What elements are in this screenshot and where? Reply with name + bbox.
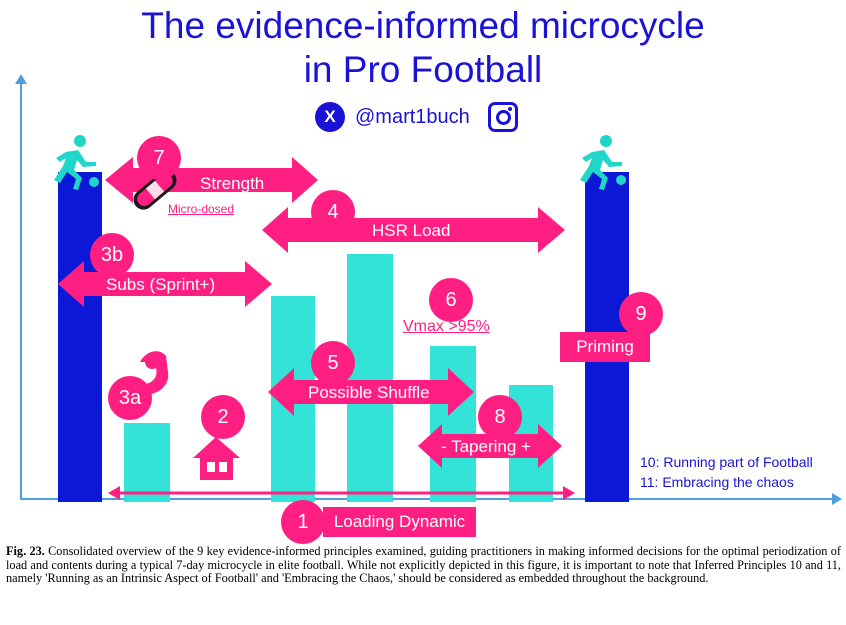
figure-caption-text: Consolidated overview of the 9 key evide… bbox=[6, 544, 841, 585]
instagram-logo-icon bbox=[487, 102, 518, 132]
runner-icon-left bbox=[54, 135, 99, 190]
principle-1-badge: 1 bbox=[281, 500, 325, 544]
training-bar-md-minus-3 bbox=[347, 254, 393, 502]
runner-icon-right bbox=[580, 135, 626, 190]
match-day-bar-left bbox=[58, 172, 102, 502]
y-axis-arrow bbox=[15, 74, 27, 84]
bandage-icon bbox=[133, 170, 177, 210]
training-bar-md-minus-2 bbox=[430, 346, 476, 502]
principle-4-badge: 4 bbox=[311, 190, 355, 234]
principle-2-badge: 2 bbox=[201, 395, 245, 439]
note-principle-11: 11: Embracing the chaos bbox=[640, 474, 794, 490]
possible-shuffle-label: Possible Shuffle bbox=[308, 383, 430, 402]
house-icon bbox=[193, 437, 240, 480]
principle-3b-badge: 3b bbox=[90, 233, 134, 277]
social-bar: X @mart1buch bbox=[315, 100, 518, 134]
x-axis bbox=[20, 498, 835, 500]
hsr-load-label: HSR Load bbox=[372, 221, 451, 240]
loading-dynamic-box: Loading Dynamic bbox=[323, 507, 476, 537]
subs-label: Subs (Sprint+) bbox=[106, 275, 216, 294]
principle-9-badge: 9 bbox=[619, 292, 663, 336]
principle-5-badge: 5 bbox=[311, 341, 355, 385]
principle-7-badge: 7 bbox=[137, 136, 181, 180]
strength-label: Strength bbox=[200, 174, 265, 193]
figure-caption: Fig. 23. Consolidated overview of the 9 … bbox=[6, 544, 841, 586]
micro-dosed-label: Micro-dosed bbox=[168, 202, 235, 216]
principle-8-badge: 8 bbox=[478, 395, 522, 439]
figure-number: Fig. 23. bbox=[6, 544, 45, 558]
tapering-arrow bbox=[418, 424, 562, 468]
note-principle-10: 10: Running part of Football bbox=[640, 454, 813, 470]
title-line2: in Pro Football bbox=[303, 49, 543, 90]
priming-box: Priming bbox=[560, 332, 650, 362]
title-line1: The evidence-informed microcycle bbox=[141, 5, 705, 46]
tapering-label: - Tapering + bbox=[441, 437, 531, 456]
vmax-label: Vmax >95% bbox=[403, 318, 490, 335]
principle-6-badge: 6 bbox=[429, 278, 473, 322]
x-axis-arrow bbox=[832, 493, 842, 505]
training-bar-md-plus-1 bbox=[124, 423, 170, 502]
twitter-handle: @mart1buch bbox=[355, 105, 470, 128]
flexed-arm-icon bbox=[140, 351, 169, 394]
principle-3a-badge: 3a bbox=[108, 376, 152, 420]
y-axis bbox=[20, 80, 22, 500]
x-logo-icon: X bbox=[315, 102, 345, 132]
